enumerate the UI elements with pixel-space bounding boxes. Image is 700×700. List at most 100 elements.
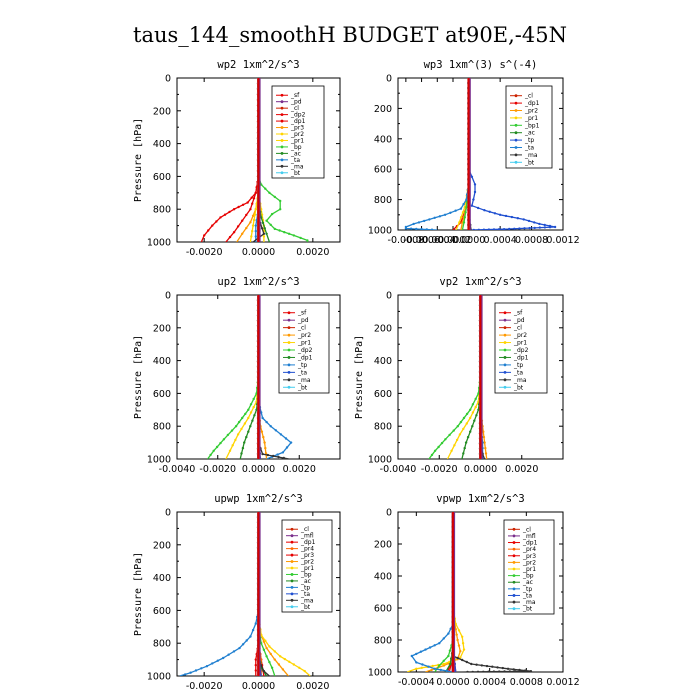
legend-marker <box>287 326 291 330</box>
series-marker <box>513 670 517 672</box>
series-marker <box>454 622 457 626</box>
panel-title: upwp 1xm^2/s^3 <box>214 493 303 505</box>
series-marker <box>264 446 267 450</box>
series-marker <box>251 419 254 422</box>
series-marker <box>249 403 253 406</box>
series-line-bp <box>257 512 276 676</box>
legend-entry: _dp1 <box>290 118 306 125</box>
series-marker <box>404 227 408 230</box>
series-marker <box>522 218 525 221</box>
series-marker <box>452 429 455 432</box>
series-marker <box>281 451 285 454</box>
panel-title: wp3 1xm^(3) s^(-4) <box>424 59 538 71</box>
panel-title: vpwp 1xm^2/s^3 <box>436 493 525 505</box>
series-group <box>406 512 533 672</box>
legend-marker <box>290 547 294 551</box>
legend-box <box>494 302 548 394</box>
legend-marker <box>514 116 518 120</box>
series-line-dp1 <box>225 78 260 242</box>
legend-entry: _sf <box>513 310 523 317</box>
legend-marker <box>512 587 516 591</box>
legend-marker <box>280 132 284 136</box>
y-tick-label: 400 <box>153 139 171 150</box>
legend-entry: _tp <box>522 586 532 593</box>
y-tick-label: 0 <box>165 508 171 519</box>
series-line-dp2 <box>200 78 260 242</box>
x-tick-label: 0.0004 <box>484 235 517 246</box>
series-marker <box>245 226 248 230</box>
series-marker <box>461 211 465 214</box>
x-tick-label: 0.0020 <box>283 464 316 475</box>
series-marker <box>249 411 253 414</box>
y-tick-label: 800 <box>374 422 392 433</box>
series-marker <box>482 435 486 439</box>
series-marker <box>216 659 219 662</box>
series-marker <box>496 666 499 669</box>
series-marker <box>254 208 257 211</box>
series-marker <box>279 655 282 658</box>
legend-entry: _ma <box>297 377 311 384</box>
legend-entry: _pr1 <box>522 566 536 573</box>
x-tick-label: -0.0020 <box>199 464 236 475</box>
series-marker <box>205 665 209 668</box>
series-marker <box>264 639 267 642</box>
legend-entry: _dp2 <box>290 112 306 119</box>
series-marker <box>419 650 423 653</box>
y-tick-label: 1000 <box>368 668 392 679</box>
legend-marker <box>287 311 291 315</box>
series-marker <box>518 227 521 230</box>
y-tick-label: 800 <box>153 422 171 433</box>
legend-marker <box>512 580 516 584</box>
series-marker <box>471 670 474 672</box>
series-marker <box>462 203 465 206</box>
series-marker <box>249 635 252 638</box>
series-marker <box>444 438 447 441</box>
y-tick-label: 0 <box>386 508 392 519</box>
series-marker <box>194 669 198 672</box>
legend-marker <box>512 594 516 597</box>
series-marker <box>455 438 459 442</box>
series-marker <box>252 218 256 222</box>
series-marker <box>250 196 253 199</box>
x-tick-label: 0.0008 <box>515 235 548 246</box>
panels: wp2 1xm^2/s^3 Pressure [hPa] 0 200 400 600 800… <box>133 59 580 692</box>
chart-panel-4: vp2 1xm^2/s^3 Pressure [hPa] 0 200 400 600 800… <box>354 276 564 475</box>
series-marker <box>493 212 497 215</box>
legend-entry: _sf <box>297 310 307 317</box>
series-marker <box>209 453 212 457</box>
series-marker <box>501 666 504 670</box>
y-tick-label: 600 <box>374 604 392 615</box>
series-marker <box>254 622 257 625</box>
y-tick-label: 200 <box>374 540 392 551</box>
series-marker <box>487 228 491 230</box>
series-marker <box>474 397 477 401</box>
series-marker <box>417 221 421 224</box>
legend-marker <box>512 541 516 544</box>
y-tick-label: 0 <box>165 291 171 302</box>
series-line-pr1 <box>225 295 260 459</box>
legend-entry: _bt <box>522 606 533 613</box>
legend-entry: _dp2 <box>297 347 313 354</box>
series-marker <box>285 446 289 449</box>
legend-entry: _ma <box>522 599 536 606</box>
series-marker <box>471 411 475 414</box>
y-axis-label: Pressure [hPa] <box>133 118 144 202</box>
legend-entry: _ma <box>290 163 304 170</box>
y-axis-label: Pressure [hPa] <box>133 335 144 419</box>
series-marker <box>461 658 464 662</box>
legend-marker <box>280 145 284 149</box>
series-marker <box>253 414 256 417</box>
legend-entry: _tp <box>300 584 310 591</box>
series-marker <box>439 668 442 672</box>
series-marker <box>273 650 276 653</box>
series-marker <box>289 441 293 444</box>
legend-marker <box>514 146 518 149</box>
series-marker <box>423 219 426 223</box>
legend: _cl_mfl_dp1_pr4_pr3_pr2_pr1_bp_ac_tp_ta_… <box>281 519 333 613</box>
y-tick-label: 600 <box>374 389 392 400</box>
series-marker <box>438 664 441 667</box>
series-marker <box>484 452 488 455</box>
legend-entry: _pr4 <box>300 546 314 553</box>
series-marker <box>230 429 234 432</box>
series-marker <box>470 175 474 178</box>
